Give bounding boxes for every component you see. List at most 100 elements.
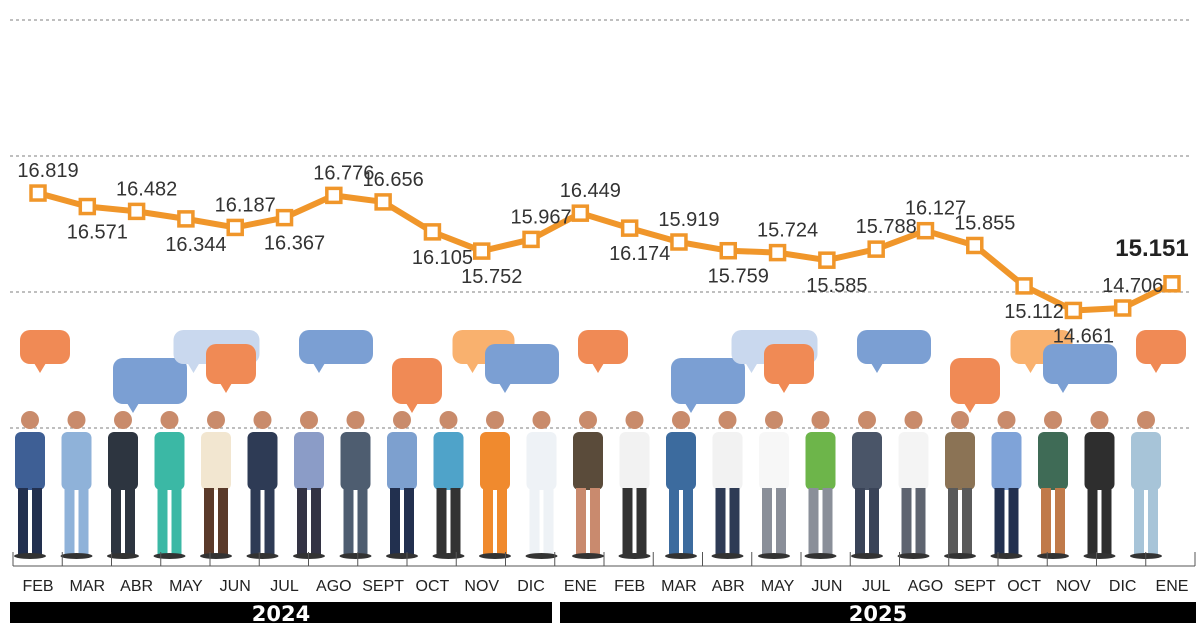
x-tick-label: JUN — [220, 578, 251, 595]
person-body — [201, 432, 231, 490]
person-body — [619, 432, 650, 490]
person-shoes — [432, 553, 465, 559]
data-label: 15.919 — [658, 209, 719, 231]
person-leg — [1148, 488, 1158, 554]
person-body — [666, 432, 696, 490]
x-tick-label: ABR — [120, 578, 153, 595]
person-leg — [1101, 488, 1112, 554]
person-head — [253, 411, 272, 429]
person-body — [526, 432, 557, 490]
speech-bubble-tail — [871, 363, 883, 373]
x-tick-label: OCT — [416, 578, 450, 595]
speech-bubble — [113, 358, 187, 404]
person-head — [858, 411, 876, 429]
person-shoes — [479, 553, 511, 559]
person-shoes — [851, 553, 883, 559]
data-point-marker — [423, 223, 442, 241]
data-point-marker — [916, 221, 935, 240]
person-leg — [390, 488, 400, 554]
x-tick-label: JUL — [270, 578, 299, 595]
person-leg — [576, 488, 586, 554]
data-label: 16.344 — [165, 234, 226, 256]
person-shoes — [618, 553, 651, 559]
person-leg — [715, 488, 726, 554]
person-leg — [78, 488, 89, 554]
speech-bubble-tail — [778, 383, 790, 393]
speech-bubble — [671, 358, 745, 404]
data-label: 16.482 — [116, 178, 177, 200]
speech-bubble — [1043, 344, 1117, 384]
person-body — [945, 432, 975, 490]
data-label: 16.571 — [67, 222, 128, 244]
data-label: 16.367 — [264, 233, 325, 255]
person-body — [15, 432, 45, 490]
person-head — [207, 411, 225, 429]
person-leg — [157, 488, 168, 554]
person-leg — [357, 488, 368, 554]
gridlines — [10, 19, 1190, 429]
x-tick-label: OCT — [1007, 578, 1041, 595]
x-tick-label: NOV — [464, 578, 499, 595]
person-leg — [869, 488, 879, 554]
x-tick-label: MAR — [70, 578, 106, 595]
person-head — [67, 411, 86, 429]
speech-bubble-tail — [127, 403, 139, 413]
speech-bubble — [392, 358, 442, 404]
person-shoes — [200, 553, 232, 559]
person-leg — [311, 488, 321, 554]
data-label: 15.752 — [461, 266, 522, 288]
speech-bubble-tail — [406, 403, 418, 413]
person-head — [1090, 411, 1109, 429]
person-leg — [1087, 488, 1098, 554]
person-body — [387, 432, 417, 490]
x-tick-label: DIC — [517, 578, 545, 595]
person-shoes — [1083, 553, 1116, 559]
data-point-marker — [867, 240, 885, 258]
person-head — [1137, 411, 1155, 429]
person-body — [1131, 432, 1161, 490]
person-shoes — [665, 553, 697, 559]
person-body — [480, 432, 510, 490]
x-tick-label: MAR — [661, 578, 697, 595]
person-leg — [822, 488, 833, 554]
data-label: 14.661 — [1053, 325, 1114, 347]
person-body — [61, 432, 92, 490]
person-leg — [250, 488, 261, 554]
person-head — [997, 411, 1016, 429]
person-shoes — [107, 553, 139, 559]
data-point-marker — [719, 241, 738, 260]
person-leg — [729, 488, 740, 554]
person-leg — [529, 488, 540, 554]
data-label: 14.706 — [1102, 275, 1163, 297]
speech-bubble-tail — [187, 363, 200, 373]
data-label: 15.855 — [954, 212, 1015, 234]
year-bar-2024 — [10, 602, 552, 623]
person-body — [852, 432, 882, 490]
person-leg — [669, 488, 679, 554]
person-leg — [111, 488, 121, 554]
person-leg — [204, 488, 214, 554]
person-head — [904, 411, 923, 429]
person-shoes — [339, 553, 372, 559]
person-body — [433, 432, 464, 490]
x-tick-label: SEPT — [954, 578, 996, 595]
data-point-marker — [620, 219, 639, 237]
person-leg — [776, 488, 786, 554]
data-label: 16.127 — [905, 198, 966, 220]
speech-bubble-tail — [1024, 363, 1037, 373]
data-label: 15.759 — [708, 266, 769, 288]
person-head — [765, 411, 783, 429]
x-tick-label: FEB — [614, 578, 645, 595]
person-body — [1084, 432, 1115, 490]
person-leg — [1041, 488, 1051, 554]
x-tick-label: JUN — [811, 578, 842, 595]
data-point-marker — [571, 204, 590, 222]
data-point-marker — [522, 230, 540, 249]
speech-bubble-tail — [499, 383, 511, 393]
person-leg — [218, 488, 228, 554]
person-leg — [994, 488, 1005, 554]
person-leg — [297, 488, 307, 554]
x-tick-label: AGO — [316, 578, 352, 595]
year-bar-2025 — [560, 602, 1196, 623]
